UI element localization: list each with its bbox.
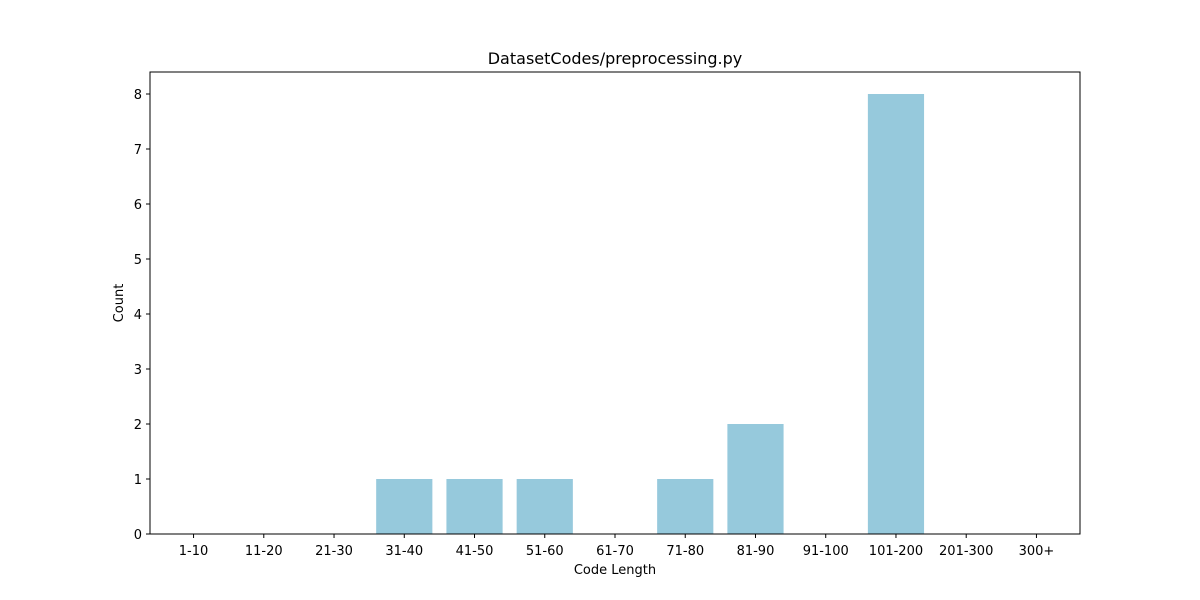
y-tick-label: 5 [134,253,142,268]
y-tick-label: 7 [134,143,142,158]
y-tick-label: 2 [134,418,142,433]
bars-group [376,94,925,534]
x-tick-label: 41-50 [456,544,494,559]
x-tick-label: 300+ [1019,544,1055,559]
x-tick-label: 61-70 [596,544,634,559]
bar-81-90 [727,424,784,534]
bar-71-80 [657,479,714,534]
chart-title: DatasetCodes/preprocessing.py [488,49,743,68]
y-tick-label: 0 [134,528,142,543]
x-tick-label: 201-300 [939,544,993,559]
y-tick-label: 8 [134,88,142,103]
x-tick-label: 91-100 [803,544,849,559]
y-axis-ticks: 0 1 2 3 4 5 6 7 8 [134,88,150,543]
x-axis-ticks: 1-10 11-20 21-30 31-40 41-50 51-60 61-70 71-80 8… [179,534,1055,559]
bar-41-50 [446,479,503,534]
y-axis-label: Count [112,284,127,323]
bar-101-200 [867,94,925,534]
x-tick-label: 1-10 [179,544,209,559]
x-tick-label: 21-30 [315,544,353,559]
y-tick-label: 3 [134,363,142,378]
x-tick-label: 31-40 [385,544,423,559]
x-tick-label: 101-200 [869,544,923,559]
x-tick-label: 51-60 [526,544,564,559]
y-tick-label: 1 [134,473,142,488]
y-tick-label: 4 [134,308,142,323]
x-tick-label: 11-20 [245,544,283,559]
x-axis-label: Code Length [574,563,656,578]
x-tick-label: 71-80 [666,544,704,559]
y-tick-label: 6 [134,198,142,213]
bar-31-40 [376,479,433,534]
x-tick-label: 81-90 [737,544,775,559]
bar-51-60 [516,479,573,534]
